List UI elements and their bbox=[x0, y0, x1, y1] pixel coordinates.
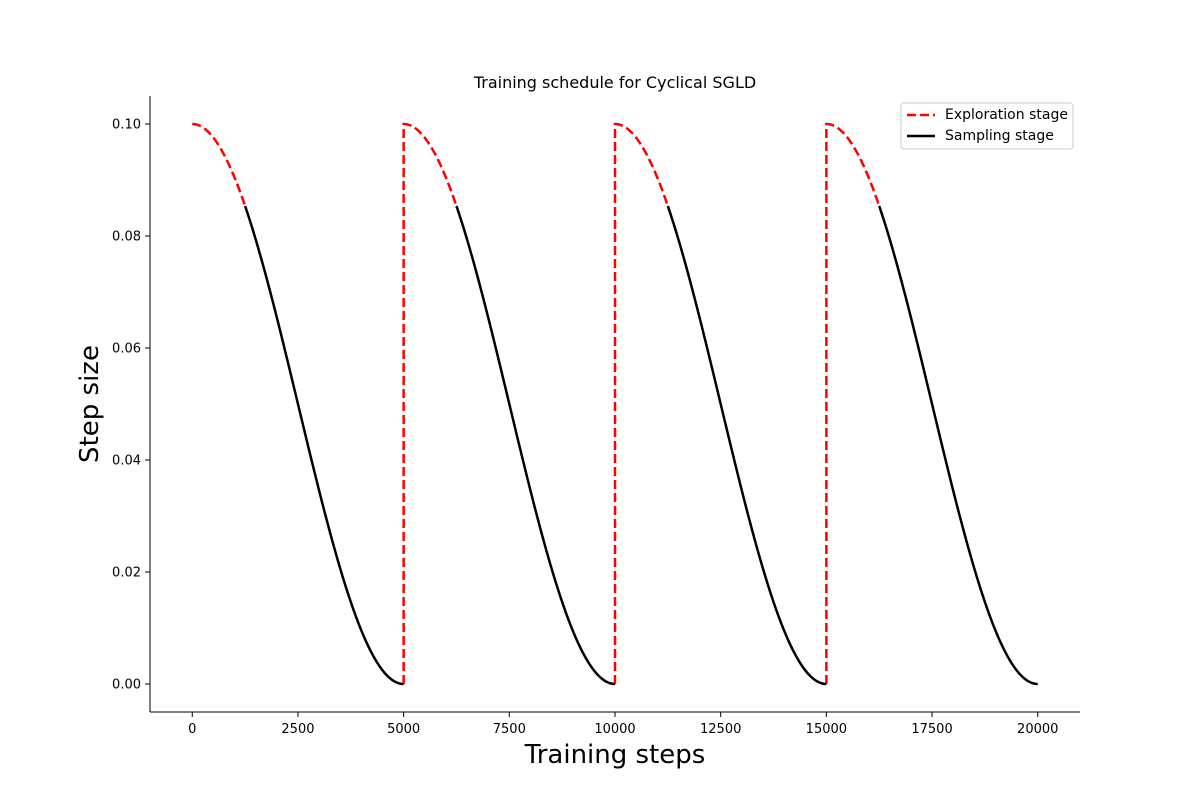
x-tick-label: 2500 bbox=[281, 722, 314, 737]
x-tick-label: 12500 bbox=[700, 722, 741, 737]
x-tick-label: 17500 bbox=[911, 722, 952, 737]
legend: Exploration stage Sampling stage bbox=[900, 102, 1074, 150]
y-tick-label: 0.08 bbox=[112, 230, 141, 245]
legend-exploration-label: Exploration stage bbox=[945, 107, 1068, 123]
y-tick-label: 0.04 bbox=[112, 454, 141, 469]
exploration-segment bbox=[613, 122, 670, 684]
plot-area: 0 2500 5000 7500 10000 12500 15000 17500 20000 0… bbox=[112, 96, 1080, 737]
x-axis-label: Training steps bbox=[524, 740, 706, 770]
sampling-segment bbox=[243, 205, 404, 686]
x-ticks: 0 2500 5000 7500 10000 12500 15000 17500 20000 bbox=[188, 712, 1058, 737]
x-tick-label: 20000 bbox=[1017, 722, 1058, 737]
y-tick-label: 0.02 bbox=[112, 566, 141, 581]
x-tick-label: 10000 bbox=[594, 722, 635, 737]
exploration-segment bbox=[825, 122, 881, 684]
y-tick-label: 0.00 bbox=[112, 678, 141, 693]
y-ticks: 0.00 0.02 0.04 0.06 0.08 0.10 bbox=[112, 118, 150, 693]
x-tick-label: 15000 bbox=[806, 722, 847, 737]
exploration-segment bbox=[402, 122, 458, 684]
y-tick-label: 0.06 bbox=[112, 342, 141, 357]
series-layer bbox=[192, 122, 1038, 686]
x-tick-label: 7500 bbox=[493, 722, 526, 737]
legend-sampling-label: Sampling stage bbox=[945, 128, 1054, 144]
legend-box bbox=[900, 102, 1074, 150]
x-tick-label: 0 bbox=[188, 722, 196, 737]
chart-title: Training schedule for Cyclical SGLD bbox=[473, 73, 756, 92]
exploration-segment bbox=[192, 122, 247, 207]
y-axis-label: Step size bbox=[75, 345, 105, 463]
x-tick-label: 5000 bbox=[387, 722, 420, 737]
y-tick-label: 0.10 bbox=[112, 118, 141, 133]
sampling-segment bbox=[455, 205, 616, 686]
sampling-segment bbox=[666, 205, 827, 686]
sampling-segment bbox=[878, 205, 1038, 686]
